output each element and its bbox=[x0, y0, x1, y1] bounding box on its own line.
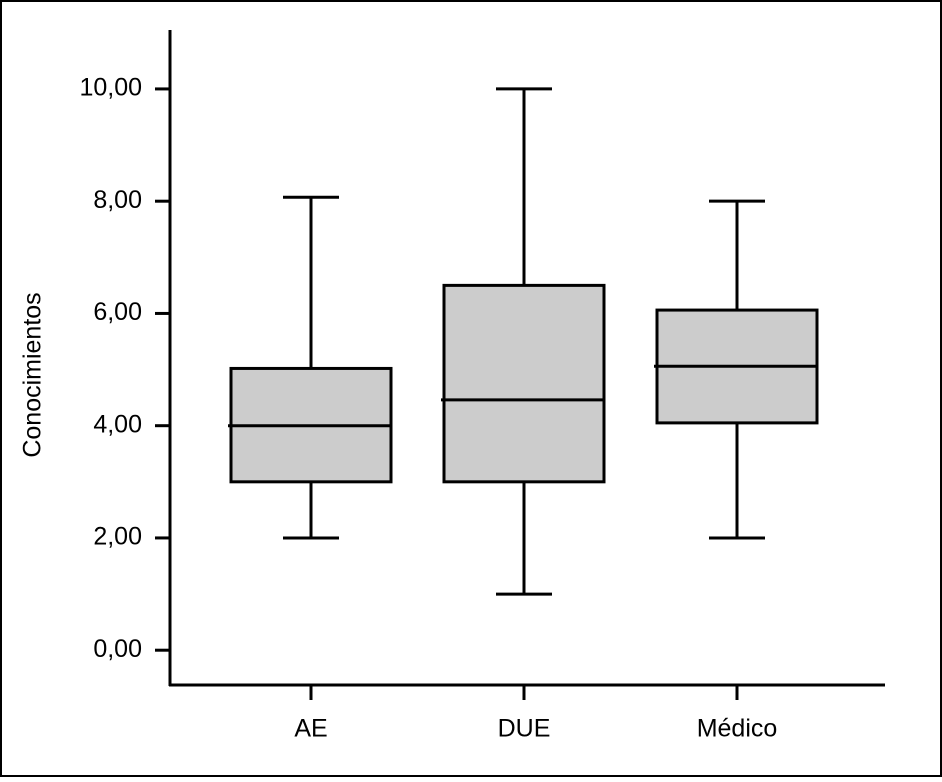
y-tick-label: 8,00 bbox=[93, 186, 142, 214]
y-tick-label: 10,00 bbox=[79, 74, 142, 102]
y-tick-label: 4,00 bbox=[93, 410, 142, 438]
y-tick-label: 6,00 bbox=[93, 298, 142, 326]
y-tick-label: 2,00 bbox=[93, 523, 142, 551]
x-tick-label: AE bbox=[294, 715, 327, 743]
y-axis-label: Conocimientos bbox=[19, 292, 47, 457]
y-tick-label: 0,00 bbox=[93, 635, 142, 663]
x-tick-label: Médico bbox=[697, 715, 778, 743]
box bbox=[442, 283, 606, 484]
x-tick-label: DUE bbox=[498, 715, 551, 743]
